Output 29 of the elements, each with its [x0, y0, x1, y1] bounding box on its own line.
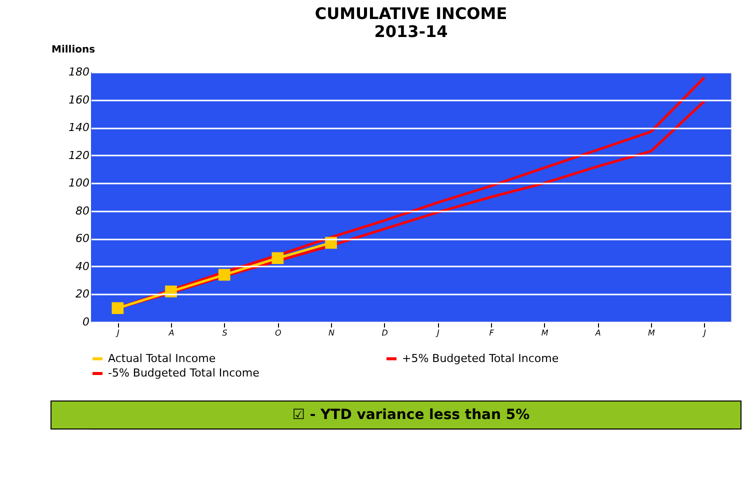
y-tick-label: 40 [76, 260, 90, 273]
y-tick-label: 180 [68, 66, 90, 78]
y-tick-label: 80 [76, 204, 90, 218]
legend-label: +5% Budgeted Total Income [402, 352, 559, 365]
x-tick-label: J [434, 328, 440, 338]
x-tick-label: F [489, 328, 494, 338]
text: ☑ - YTD variance less than 5% [292, 407, 530, 423]
y-tick-label: 60 [76, 232, 90, 246]
x-tick-label: N [328, 328, 335, 338]
y-axis-title: Millions [52, 44, 96, 56]
legend-label: -5% Budgeted Total Income [108, 366, 260, 380]
x-tick-label: J [114, 328, 120, 338]
x-tick-label: M [648, 328, 656, 338]
x-tick-label: D [382, 328, 388, 338]
x-tick-label: A [594, 328, 601, 338]
x-tick-label: J [702, 328, 707, 338]
y-tick-label: 20 [76, 288, 90, 301]
legend-label: Actual Total Income [108, 352, 216, 365]
y-tick-label: 140 [68, 121, 90, 134]
text: 2013-14 [374, 22, 448, 41]
x-tick-label: O [275, 328, 282, 338]
text: CUMULATIVE INCOME [314, 4, 508, 23]
y-tick-label: 0 [82, 316, 90, 328]
y-tick-label: 160 [68, 93, 90, 106]
x-tick-label: A [168, 328, 174, 338]
x-tick-label: S [222, 328, 228, 338]
y-tick-label: 100 [68, 176, 90, 190]
y-tick-label: 120 [68, 148, 90, 162]
x-tick-label: M [541, 328, 548, 338]
